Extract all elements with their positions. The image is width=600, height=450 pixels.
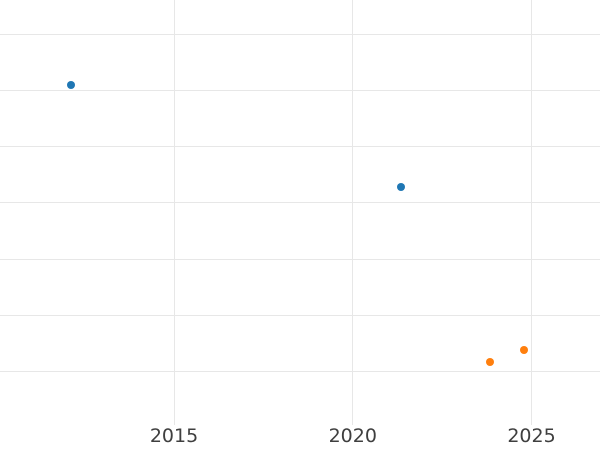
gridline-horizontal: [0, 314, 600, 316]
gridline-horizontal: [0, 202, 600, 204]
x-tick-label: 2020: [328, 425, 377, 447]
gridline-horizontal: [0, 90, 600, 92]
gridline-vertical: [352, 0, 354, 425]
gridline-horizontal: [0, 34, 600, 35]
gridline-horizontal: [0, 258, 600, 260]
scatter-point-orange: [520, 345, 529, 354]
gridline-horizontal: [0, 370, 600, 372]
scatter-point-orange: [485, 358, 494, 367]
scatter-point-blue: [396, 183, 405, 192]
gridline-vertical: [531, 0, 532, 425]
x-tick-label: 2025: [507, 425, 556, 447]
gridline-horizontal: [0, 146, 600, 148]
x-tick-label: 2015: [149, 425, 199, 447]
scatter-point-blue: [67, 81, 76, 90]
gridline-vertical: [173, 0, 175, 425]
